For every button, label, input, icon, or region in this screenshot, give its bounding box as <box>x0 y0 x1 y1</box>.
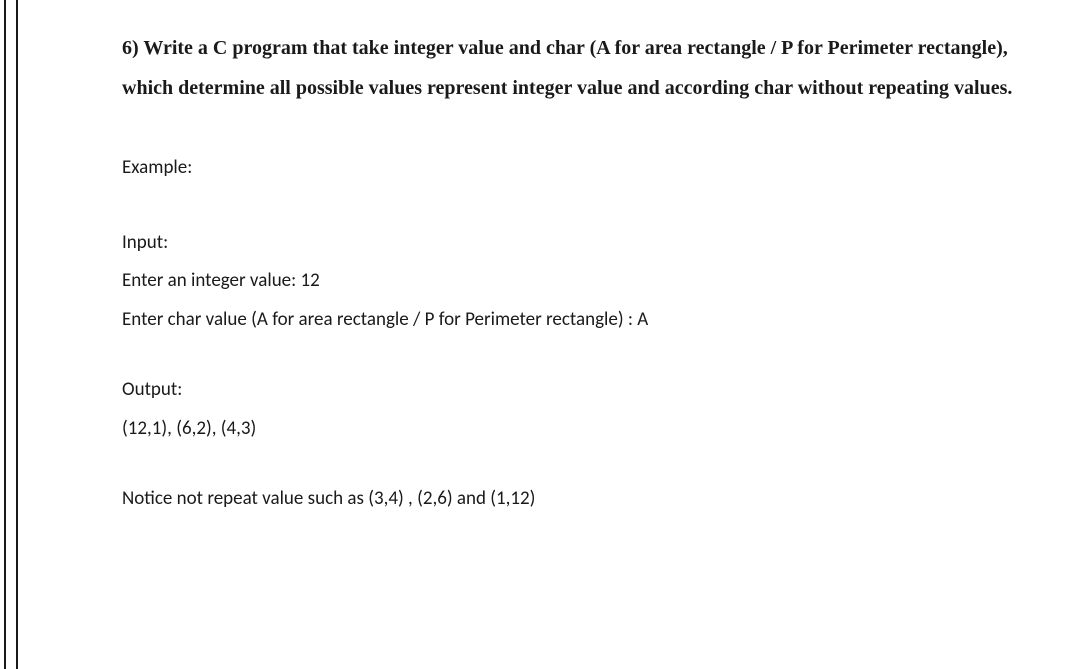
example-label: Example: <box>122 154 1020 183</box>
input-line-2: Enter char value (A for area rectangle /… <box>122 306 1020 335</box>
left-margin-rule <box>0 0 22 669</box>
document-body: 6) Write a C program that take integer v… <box>22 0 1080 669</box>
output-values: (12,1), (6,2), (4,3) <box>122 415 1020 444</box>
margin-line-outer <box>4 0 6 669</box>
question-number: 6) <box>122 37 139 59</box>
page-container: 6) Write a C program that take integer v… <box>0 0 1080 669</box>
input-line-1: Enter an integer value: 12 <box>122 267 1020 296</box>
question-text: Write a C program that take integer valu… <box>122 37 1012 99</box>
question-prompt: 6) Write a C program that take integer v… <box>122 28 1020 108</box>
margin-line-inner <box>16 0 18 669</box>
notice-text: Notice not repeat value such as (3,4) , … <box>122 485 1020 514</box>
input-label: Input: <box>122 229 1020 258</box>
output-label: Output: <box>122 376 1020 405</box>
